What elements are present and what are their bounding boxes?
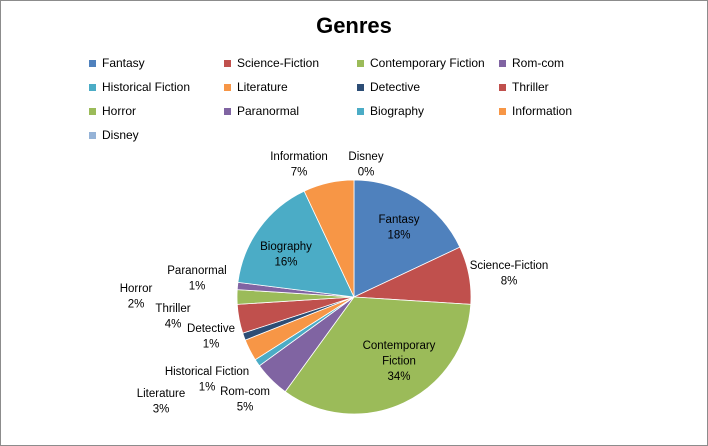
pie-slice-biography	[237, 190, 355, 298]
data-label-literature: Literature 3%	[137, 388, 186, 416]
legend-label: Information	[512, 104, 573, 118]
legend-swatch	[89, 131, 96, 139]
data-label-fantasy: Fantasy 18%	[379, 214, 420, 242]
legend-swatch	[357, 59, 364, 67]
legend-label: Rom-com	[512, 56, 565, 70]
legend-item-fantasy: Fantasy	[89, 56, 145, 70]
legend-label: Thriller	[512, 80, 549, 94]
legend-item-detective: Detective	[357, 80, 420, 94]
legend-item-science-fiction: Science-Fiction	[224, 56, 319, 70]
legend-label: Historical Fiction	[102, 80, 191, 94]
legend-label: Disney	[102, 128, 139, 142]
legend-label: Paranormal	[237, 104, 300, 118]
legend-item-contemporary-fiction: Contemporary Fiction	[357, 56, 485, 70]
legend-item-disney: Disney	[89, 128, 139, 142]
data-label-biography: Biography 16%	[260, 241, 312, 269]
legend-swatch	[357, 107, 364, 115]
legend-item-paranormal: Paranormal	[224, 104, 299, 118]
legend-swatch	[89, 107, 96, 115]
chart-title: Genres	[316, 13, 392, 38]
pie-slice-fantasy	[353, 179, 461, 298]
legend-label: Contemporary Fiction	[370, 56, 485, 70]
data-label-science-fiction: Science-Fiction 8%	[470, 260, 549, 288]
legend-label: Detective	[370, 80, 421, 94]
legend-label: Fantasy	[102, 56, 145, 70]
legend-swatch	[224, 83, 231, 91]
data-label-paranormal: Paranormal 1%	[167, 265, 226, 293]
legend-label: Science-Fiction	[237, 56, 320, 70]
legend-item-rom-com: Rom-com	[499, 56, 564, 70]
legend-label: Horror	[102, 104, 137, 118]
data-label-rom-com: Rom-com 5%	[220, 386, 270, 414]
legend-label: Literature	[237, 80, 288, 94]
legend-swatch	[224, 59, 231, 67]
pie-slice-information	[303, 179, 355, 298]
legend-swatch	[499, 107, 506, 115]
legend-item-historical-fiction: Historical Fiction	[89, 80, 190, 94]
data-label-information: Information 7%	[270, 151, 328, 179]
legend-swatch	[89, 59, 96, 67]
legend-swatch	[499, 59, 506, 67]
legend-item-biography: Biography	[357, 104, 424, 118]
legend-item-horror: Horror	[89, 104, 136, 118]
data-label-historical-fiction: Historical Fiction 1%	[165, 366, 249, 394]
legend-swatch	[89, 83, 96, 91]
pie-slice-contemporary-fiction	[284, 296, 472, 415]
legend-item-literature: Literature	[224, 80, 288, 94]
legend-swatch	[499, 83, 506, 91]
legend-item-thriller: Thriller	[499, 80, 549, 94]
chart-legend: Fantasy Science-Fiction Contemporary Ficti…	[89, 56, 629, 152]
legend-label: Biography	[370, 104, 425, 118]
data-label-disney: Disney 0%	[348, 151, 383, 179]
legend-swatch	[357, 83, 364, 91]
data-label-detective: Detective 1%	[187, 323, 235, 351]
data-label-contemporary-fiction: Contemporary Fiction 34%	[363, 340, 436, 383]
data-label-horror: Horror 2%	[120, 283, 153, 311]
data-label-thriller: Thriller 4%	[155, 303, 190, 331]
legend-swatch	[224, 107, 231, 115]
legend-item-information: Information	[499, 104, 572, 118]
